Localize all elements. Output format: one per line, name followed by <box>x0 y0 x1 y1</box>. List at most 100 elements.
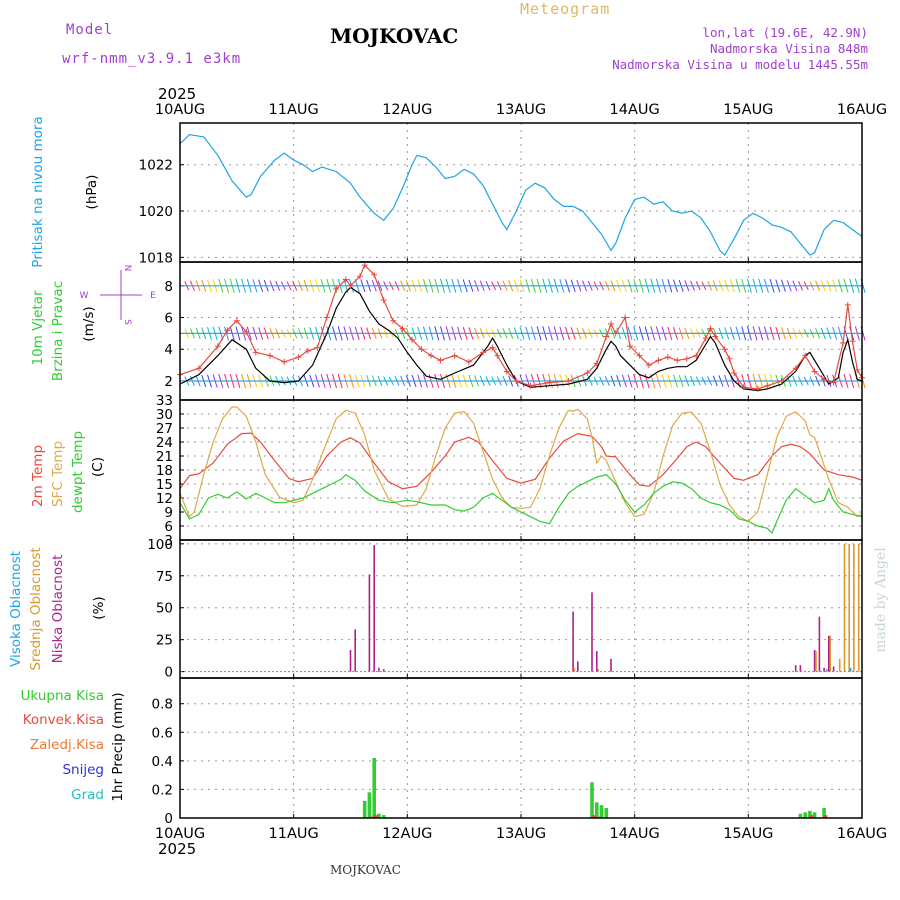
wind-gust-marker <box>333 285 340 292</box>
wind-gust-marker <box>527 382 534 389</box>
cloud-ylabels: Visoka Oblacnost Srednja Oblacnost Niska… <box>8 547 107 670</box>
wind-gust-marker <box>844 301 851 308</box>
pressure-ytick-label: 1022 <box>139 158 173 174</box>
cloud-bar <box>826 669 828 672</box>
temperature-ytick-label: 18 <box>156 463 173 479</box>
wind-gust-marker <box>664 354 671 361</box>
altitude-text: Nadmorska Visina 848m <box>710 41 868 56</box>
wind-gust-marker <box>603 333 610 340</box>
model-name: wrf-nmm_v3.9.1 e3km <box>62 51 241 67</box>
pressure-unit: (hPa) <box>84 175 100 210</box>
pressure-ytick-label: 1020 <box>139 204 173 220</box>
cloud-ytick-label: 75 <box>156 569 173 585</box>
product-name: Meteogram <box>520 0 610 18</box>
temp-ylabel3: dewpt Temp <box>70 431 86 513</box>
precip-ytick-label: 0.6 <box>152 725 173 741</box>
wind-gust-marker <box>214 343 221 350</box>
cloud-bar <box>378 667 380 672</box>
cloud-panel: 0 25 50 75 100 <box>147 537 863 681</box>
compass-w: W <box>80 291 89 301</box>
cloud-bar <box>818 616 821 672</box>
legend-snow: Snijeg <box>62 762 104 778</box>
precip-bar <box>803 812 807 818</box>
x-tick-top-label: 10AUG <box>155 102 205 118</box>
temperature-series-line <box>179 406 863 523</box>
x-tick-top-label: 16AUG <box>837 102 887 118</box>
wind-gust-marker <box>840 339 847 346</box>
temperature-ytick-label: 12 <box>156 491 173 507</box>
precip-bar <box>591 815 596 818</box>
precip-ytick-label: 0 <box>164 811 173 827</box>
wind-gust-marker <box>792 365 799 372</box>
cloud-ytick-label: 0 <box>164 665 173 681</box>
cloud-bar <box>368 574 371 672</box>
x-tick-bottom-label: 16AUG <box>837 826 887 842</box>
wind-gust-marker <box>731 370 738 377</box>
x-tick-bottom-label: 15AUG <box>723 826 773 842</box>
wind-gust-marker <box>584 370 591 377</box>
x-tick-bottom-label: 13AUG <box>496 826 546 842</box>
precip-bar <box>373 815 378 818</box>
wind-gust-marker <box>849 338 856 345</box>
cloud-ylabel: Visoka Oblacnost <box>8 551 24 667</box>
x-tick-top-label: 11AUG <box>269 102 319 118</box>
wind-unit: (m/s) <box>81 306 97 341</box>
wind-gust-marker <box>480 349 487 356</box>
model-altitude-text: Nadmorska Visina u modelu 1445.55m <box>612 57 868 72</box>
cloud-bar <box>815 651 817 672</box>
wind-gust-marker <box>380 297 387 304</box>
wind-gust-marker <box>593 360 600 367</box>
wind-gust-marker <box>437 357 444 364</box>
precip-bar <box>381 815 386 818</box>
wind-gust-marker <box>854 366 861 373</box>
precip-bar <box>812 812 817 818</box>
wind-gust-marker <box>390 317 397 324</box>
wind-gust-marker <box>195 365 202 372</box>
wind-gust-marker <box>295 354 302 361</box>
cloud-bar <box>823 667 825 672</box>
cloud-ytick-label: 25 <box>156 633 173 649</box>
x-year-top: 2025 <box>158 85 196 103</box>
wind-gust-marker <box>371 271 378 278</box>
compass-e: E <box>150 291 156 301</box>
precip-bar <box>599 805 604 818</box>
x-tick-top-label: 14AUG <box>610 102 660 118</box>
wind-gust-marker <box>754 385 761 392</box>
wind-gust-marker <box>356 273 363 280</box>
cloud-ytick-label: 100 <box>147 537 173 553</box>
wind-gust-marker <box>418 346 425 353</box>
cloud-bar <box>848 543 850 672</box>
cloud-bar <box>591 592 593 672</box>
wind-ylabel: 10m Vjetar <box>30 290 46 365</box>
wind-gust-marker <box>626 343 633 350</box>
temperature-series-line <box>179 432 863 490</box>
precip-bar <box>377 813 381 818</box>
wind-gust-marker <box>636 352 643 359</box>
cloud-bar <box>828 635 830 672</box>
pressure-ylabels: Pritisak na nivou mora (hPa) <box>30 116 100 267</box>
wind-gust-marker <box>821 376 828 383</box>
wind-ytick-label: 4 <box>164 342 173 358</box>
cloud-bar <box>572 611 574 672</box>
cloud-bar <box>843 543 846 672</box>
temp-ylabel2: SFC Temp <box>50 441 66 507</box>
wind-gust-marker <box>399 325 406 332</box>
wind-gust-marker <box>622 314 629 321</box>
wind-gust-marker <box>712 333 719 340</box>
x-tick-bottom-label: 12AUG <box>382 826 432 842</box>
wind-gust-marker <box>224 327 231 334</box>
wind-gust-marker <box>707 325 714 332</box>
wind-gust-marker <box>451 352 458 359</box>
precip-bar <box>362 800 367 818</box>
wind-gust-marker <box>811 368 818 375</box>
cloud-bar <box>349 649 352 672</box>
precip-bar <box>604 808 609 818</box>
temperature-ytick-label: 3 <box>164 533 173 549</box>
precip-bar <box>372 758 376 818</box>
lonlat-text: lon,lat (19.6E, 42.9N) <box>702 25 868 40</box>
precip-bar <box>823 815 828 818</box>
wind-panel: 2 4 6 8 <box>164 261 866 401</box>
wind-gust-marker <box>607 320 614 327</box>
